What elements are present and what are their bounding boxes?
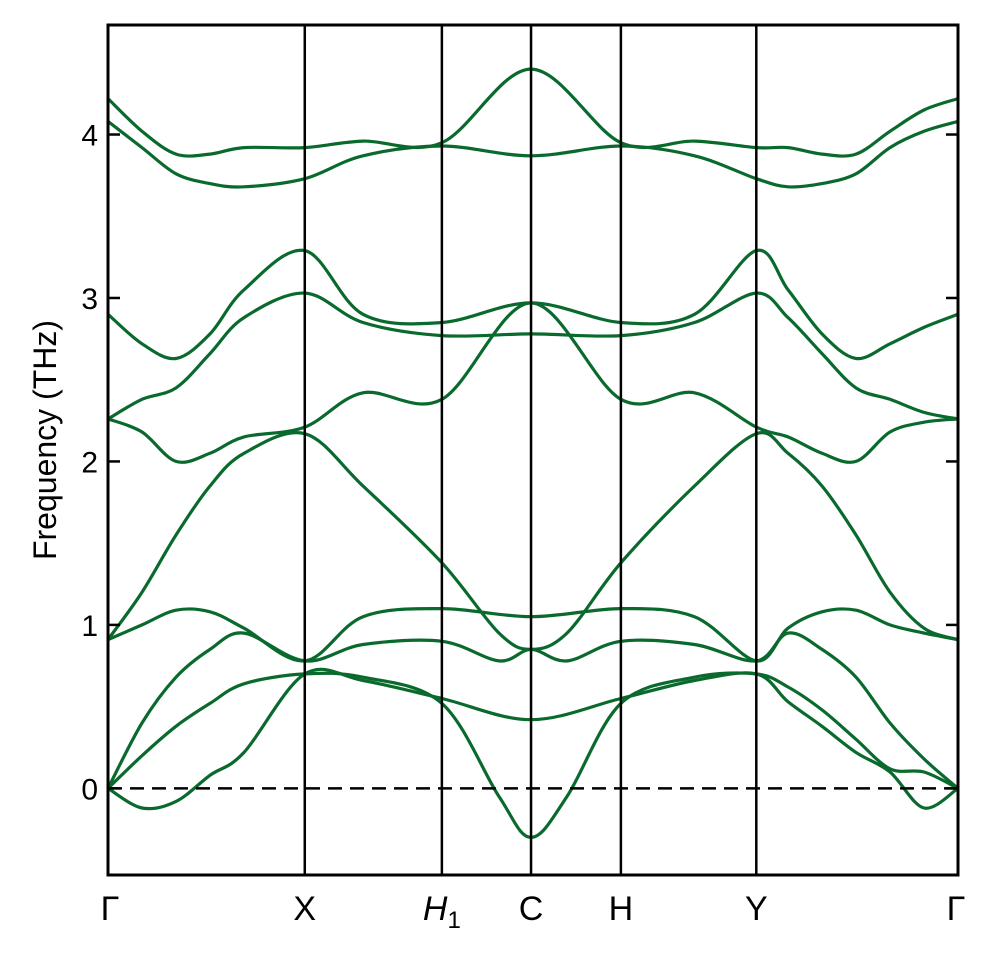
x-tick-label-3: H1	[423, 890, 461, 934]
y-tick-label-3: 3	[81, 283, 98, 316]
x-tick-label-6: Y	[745, 890, 768, 928]
y-ticks: 0 1 2 3 4	[81, 120, 958, 806]
y-tick-label-1: 1	[81, 610, 98, 643]
band-line-3	[106, 631, 960, 790]
axes-frame	[106, 23, 960, 877]
x-tick-label-5: H	[609, 890, 634, 928]
band-line-10	[106, 67, 959, 158]
band-line-5	[106, 431, 959, 651]
band-line-2	[106, 671, 959, 839]
band-line-7	[107, 291, 959, 421]
y-tick-label-4: 4	[81, 120, 98, 153]
x-tick-label-4: C	[519, 890, 544, 928]
band-line-1	[107, 667, 959, 811]
band-line-6	[107, 301, 959, 464]
band-line-8	[106, 248, 959, 361]
x-tick-label-subscript: 1	[447, 907, 460, 934]
x-tick-label-2: X	[293, 890, 316, 928]
x-tick-label-7: Γ	[947, 890, 966, 928]
band-line-4	[107, 606, 959, 663]
y-axis-label: Frequency (THz)	[27, 320, 63, 560]
x-tick-label-1: Γ	[101, 890, 120, 928]
axes-frame-group	[106, 23, 960, 877]
band-line-9	[107, 119, 959, 189]
x-tick-labels: Γ X H1 C H Y Γ	[101, 890, 966, 934]
y-tick-label-2: 2	[81, 446, 98, 479]
band-lines	[106, 67, 960, 839]
high-symmetry-lines	[303, 25, 758, 875]
y-tick-label-0: 0	[81, 773, 98, 806]
